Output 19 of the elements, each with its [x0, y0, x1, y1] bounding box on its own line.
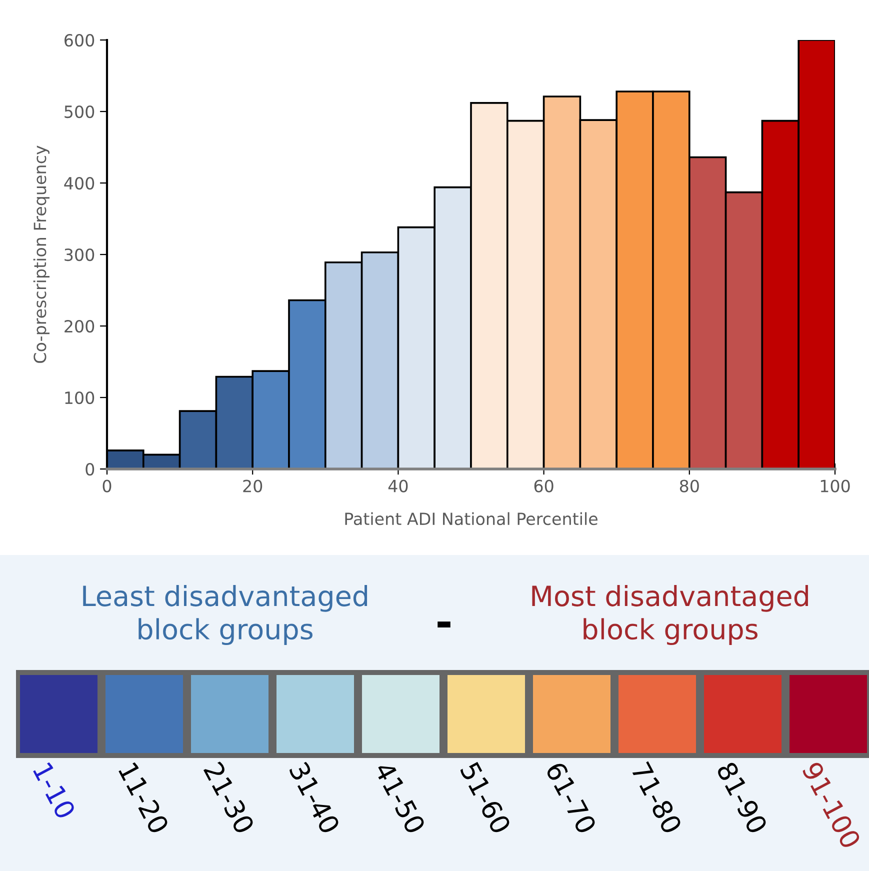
text: Least disadvantaged block groups: [83, 584, 368, 646]
category-label: 1-10: [32, 762, 76, 820]
x-tick-label: 100: [820, 480, 850, 492]
y-tick-label: 0: [86, 462, 94, 476]
x-tick-label: 20: [243, 480, 262, 492]
text: Most disadvantaged block groups: [532, 584, 808, 646]
x-tick-label: 0: [102, 480, 112, 492]
x-tick-label: 80: [680, 480, 699, 492]
x-axis-title: Patient ADI National Percentile: [345, 512, 598, 526]
y-tick-label: 400: [64, 176, 94, 190]
text: -: [438, 622, 450, 628]
x-tick-label: 60: [534, 480, 554, 492]
y-tick-label: 300: [64, 248, 94, 262]
y-axis-title: Co-prescription Frequency: [33, 146, 50, 363]
y-tick-label: 200: [64, 320, 94, 333]
x-tick-label: 40: [388, 480, 408, 492]
y-tick-label: 600: [64, 34, 94, 47]
y-tick-label: 100: [65, 391, 94, 404]
y-tick-label: 500: [64, 105, 94, 118]
